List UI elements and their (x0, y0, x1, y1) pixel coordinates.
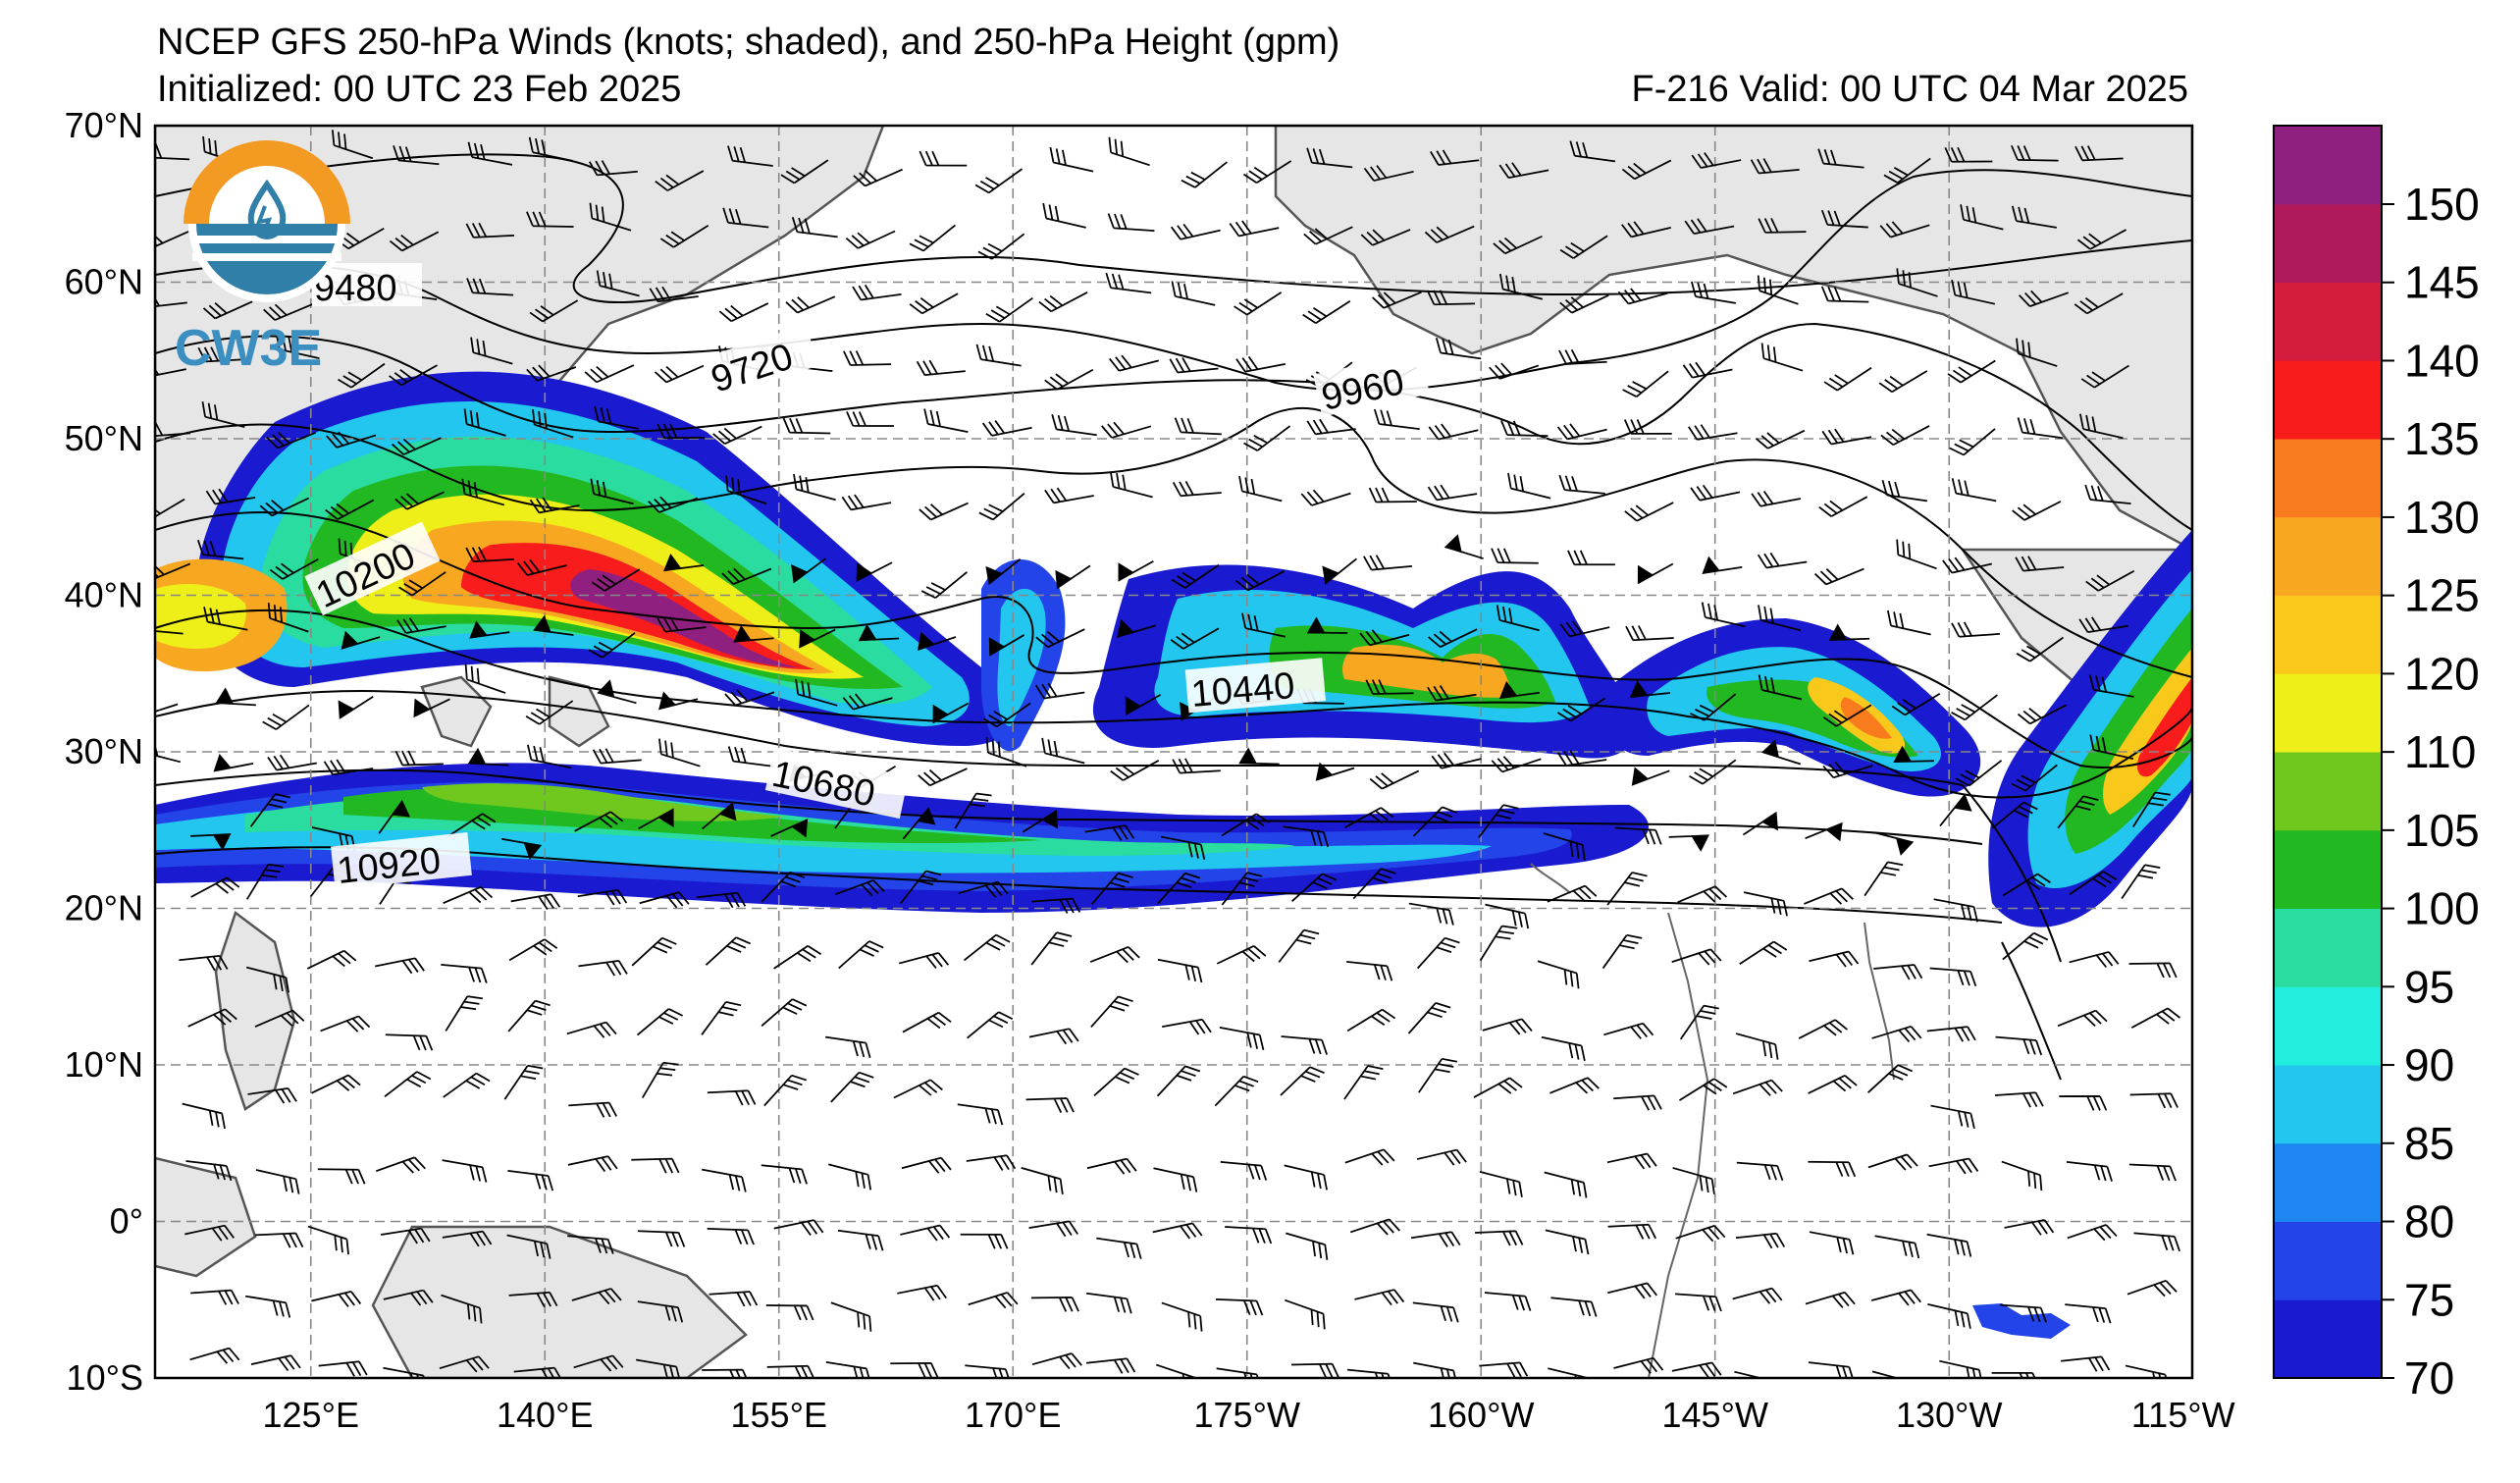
lon-label: 115°W (2131, 1395, 2235, 1435)
grid-lines (155, 126, 2192, 1378)
lon-label: 160°W (1428, 1395, 1534, 1435)
lon-label: 130°W (1896, 1395, 2002, 1435)
colorbar-tick-label: 95 (2404, 961, 2454, 1012)
valid-time: F-216 Valid: 00 UTC 04 Mar 2025 (1631, 69, 2188, 110)
colorbar-segment (2274, 673, 2382, 753)
lat-label: 60°N (65, 262, 143, 302)
colorbar-tick-label: 125 (2404, 570, 2480, 621)
colorbar-tick-label: 70 (2404, 1352, 2454, 1404)
colorbar-segment (2274, 360, 2382, 440)
colorbar-tick-label: 85 (2404, 1118, 2454, 1169)
colorbar-segment (2274, 752, 2382, 831)
init-time: Initialized: 00 UTC 23 Feb 2025 (157, 69, 682, 110)
colorbar-segment (2274, 439, 2382, 518)
contour-label: 9480 (314, 268, 397, 309)
cw3e-logo: CW3E (175, 140, 350, 377)
colorbar-segment (2274, 282, 2382, 361)
colorbar-segment (2274, 1065, 2382, 1144)
lat-label: 10°N (65, 1044, 143, 1085)
colorbar-tick-label: 140 (2404, 335, 2480, 386)
lat-label: 30°N (65, 731, 143, 771)
lat-label: 50°N (65, 418, 143, 458)
colorbar-tick-label: 135 (2404, 413, 2480, 464)
lat-label: 0° (110, 1201, 143, 1242)
latitude-labels: 70°N 60°N 50°N 40°N 30°N 20°N 10°N 0° 10°S (65, 105, 143, 1398)
colorbar-tick-label: 150 (2404, 179, 2480, 230)
colorbar-tick-label: 120 (2404, 648, 2480, 699)
colorbar-tick-label: 80 (2404, 1196, 2454, 1247)
logo-text: CW3E (175, 320, 322, 377)
colorbar (2274, 126, 2382, 1379)
colorbar-tick-label: 105 (2404, 805, 2480, 856)
lon-label: 140°E (497, 1395, 593, 1435)
colorbar-tick-labels: 150 145 140 135 130 125 120 110 105 100 95 90 85 80 75… (2382, 179, 2480, 1404)
colorbar-segment (2274, 986, 2382, 1066)
colorbar-segment (2274, 203, 2382, 283)
lat-label: 70°N (65, 105, 143, 145)
colorbar-tick-label: 145 (2404, 257, 2480, 308)
colorbar-segment (2274, 516, 2382, 596)
lon-label: 175°W (1194, 1395, 1300, 1435)
colorbar-segment (2274, 126, 2382, 205)
island-outlines (1530, 863, 1895, 1378)
colorbar-segment (2274, 908, 2382, 987)
lat-label: 20°N (65, 888, 143, 928)
colorbar-segment (2274, 1221, 2382, 1300)
lon-label: 145°W (1662, 1395, 1768, 1435)
wind-speed-shading (155, 371, 2192, 1339)
contour-labels: 9480 9720 9960 10200 10440 10680 10920 (304, 263, 1430, 892)
colorbar-segment (2274, 829, 2382, 909)
colorbar-segment (2274, 1142, 2382, 1222)
colorbar-segment (2274, 1299, 2382, 1379)
lon-label: 155°E (731, 1395, 827, 1435)
lon-label: 170°E (965, 1395, 1061, 1435)
colorbar-segment (2274, 595, 2382, 674)
colorbar-tick-label: 110 (2404, 726, 2476, 777)
figure-title: NCEP GFS 250-hPa Winds (knots; shaded), … (157, 22, 1340, 63)
lat-label: 40°N (65, 575, 143, 615)
colorbar-tick-label: 130 (2404, 492, 2480, 543)
contour-label: 10440 (1189, 665, 1296, 715)
map-frame (153, 124, 2194, 1380)
colorbar-tick-label: 90 (2404, 1039, 2454, 1090)
colorbar-tick-label: 100 (2404, 883, 2480, 934)
lat-label: 10°S (67, 1357, 143, 1398)
lon-label: 125°E (263, 1395, 359, 1435)
colorbar-tick-label: 75 (2404, 1274, 2454, 1325)
longitude-labels: 125°E 140°E 155°E 170°E 175°W 160°W 145°W 130°W… (263, 1395, 2235, 1435)
